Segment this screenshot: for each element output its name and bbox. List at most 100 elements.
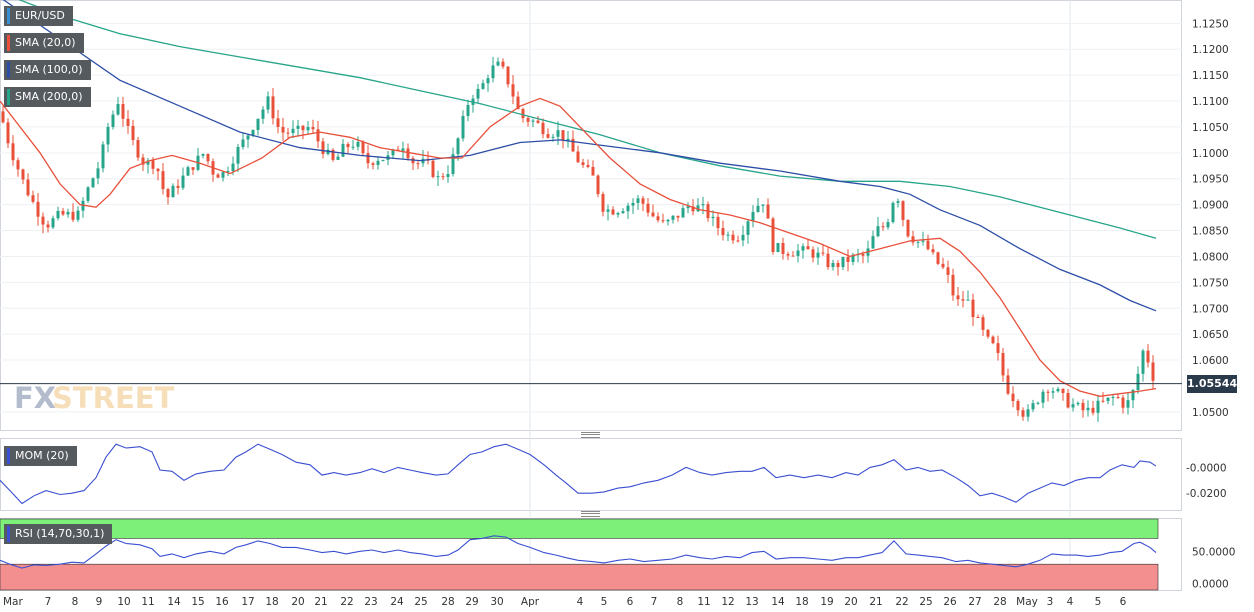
bull-candle [621, 211, 625, 214]
bull-candle [466, 104, 470, 116]
bear-candle [836, 262, 840, 268]
x-tick-label: 24 [390, 596, 404, 608]
bear-candle [1101, 400, 1105, 402]
sma200-tag[interactable]: SMA (200,0) [4, 87, 91, 107]
x-tick-label: 6 [1120, 596, 1127, 608]
bull-candle [261, 109, 265, 119]
bear-candle [286, 132, 290, 134]
x-tick-label: 19 [820, 596, 833, 608]
x-tick-label: 6 [627, 596, 634, 608]
bear-candle [1046, 391, 1050, 393]
x-tick-label: 26 [943, 596, 957, 608]
bear-candle [26, 179, 30, 196]
x-tick-label: 18 [265, 596, 278, 608]
bear-candle [166, 189, 170, 198]
symbol-tag[interactable]: EUR/USD [4, 6, 73, 26]
bear-candle [651, 212, 655, 217]
bear-candle [946, 267, 950, 275]
bear-candle [941, 263, 945, 268]
bear-candle [21, 169, 25, 180]
bull-candle [66, 211, 70, 215]
x-tick-label: Apr [521, 596, 540, 608]
rsi-tag[interactable]: RSI (14,70,30,1) [4, 524, 113, 544]
bear-candle [586, 165, 590, 167]
bear-candle [996, 343, 1000, 354]
sma200-line [18, 0, 1157, 239]
bear-candle [1081, 402, 1085, 411]
bull-candle [636, 198, 640, 203]
bear-candle [206, 154, 210, 162]
bull-candle [606, 209, 610, 212]
x-tick-label: 30 [490, 596, 503, 608]
mom-tag[interactable]: MOM (20) [4, 446, 77, 466]
bear-candle [736, 240, 740, 242]
bull-candle [381, 159, 385, 161]
bear-candle [216, 174, 220, 178]
bear-candle [986, 329, 990, 337]
sma100-tag[interactable]: SMA (100,0) [4, 60, 91, 80]
bear-candle [1061, 388, 1065, 394]
moving-averages [0, 0, 1157, 397]
bear-candle [1021, 410, 1025, 417]
bull-candle [236, 147, 240, 164]
bull-candle [201, 154, 205, 156]
bear-candle [151, 160, 155, 169]
mom-y-tick-label: -0.0200 [1186, 488, 1227, 500]
bull-candle [491, 65, 495, 79]
bull-candle [671, 215, 675, 220]
bear-candle [546, 134, 550, 138]
price-panel [0, 0, 1182, 431]
x-tick-label: 10 [117, 596, 130, 608]
bear-candle [536, 120, 540, 123]
bull-candle [801, 246, 805, 251]
bull-candle [796, 250, 800, 256]
bull-candle [1106, 397, 1110, 402]
sma20-tag[interactable]: SMA (20,0) [4, 33, 84, 53]
bull-candle [556, 130, 560, 137]
bull-candle [966, 299, 970, 301]
x-tick-label: 11 [141, 596, 154, 608]
bear-candle [1121, 397, 1125, 408]
bull-candle [696, 205, 700, 212]
bull-candle [106, 126, 110, 145]
bear-candle [981, 317, 985, 330]
x-tick-label: 12 [721, 596, 734, 608]
panel-resize-handle-2[interactable] [581, 511, 600, 517]
bull-candle [851, 254, 855, 263]
bear-candle [811, 249, 815, 258]
bear-candle [991, 336, 995, 344]
x-tick-label: 14 [771, 596, 785, 608]
panel-resize-handle-1[interactable] [581, 432, 600, 438]
x-tick-label: 28 [993, 596, 1006, 608]
bull-candle [616, 213, 620, 215]
bull-candle [1131, 390, 1135, 401]
x-tick-label: 25 [919, 596, 932, 608]
bull-candle [1141, 350, 1145, 374]
bull-candle [711, 216, 715, 219]
bear-candle [906, 219, 910, 237]
bear-candle [771, 218, 775, 253]
bull-candle [376, 160, 380, 165]
bear-candle [71, 211, 75, 220]
bear-candle [1001, 353, 1005, 376]
bear-candle [881, 226, 885, 228]
bull-candle [296, 125, 300, 129]
bear-candle [846, 256, 850, 263]
x-tick-label: 15 [191, 596, 204, 608]
bear-candle [731, 234, 735, 241]
x-tick-label: 22 [340, 596, 353, 608]
bull-candle [116, 104, 120, 115]
bear-candle [596, 175, 600, 195]
bear-candle [366, 153, 370, 164]
x-tick-label: 14 [167, 596, 181, 608]
bull-candle [221, 172, 225, 178]
x-tick-label: 11 [697, 596, 710, 608]
bear-candle [346, 143, 350, 148]
bull-candle [481, 83, 485, 89]
bull-candle [726, 234, 730, 236]
bull-candle [351, 146, 355, 148]
bull-candle [1076, 402, 1080, 405]
bull-candle [761, 204, 765, 206]
bull-candle [746, 221, 750, 235]
